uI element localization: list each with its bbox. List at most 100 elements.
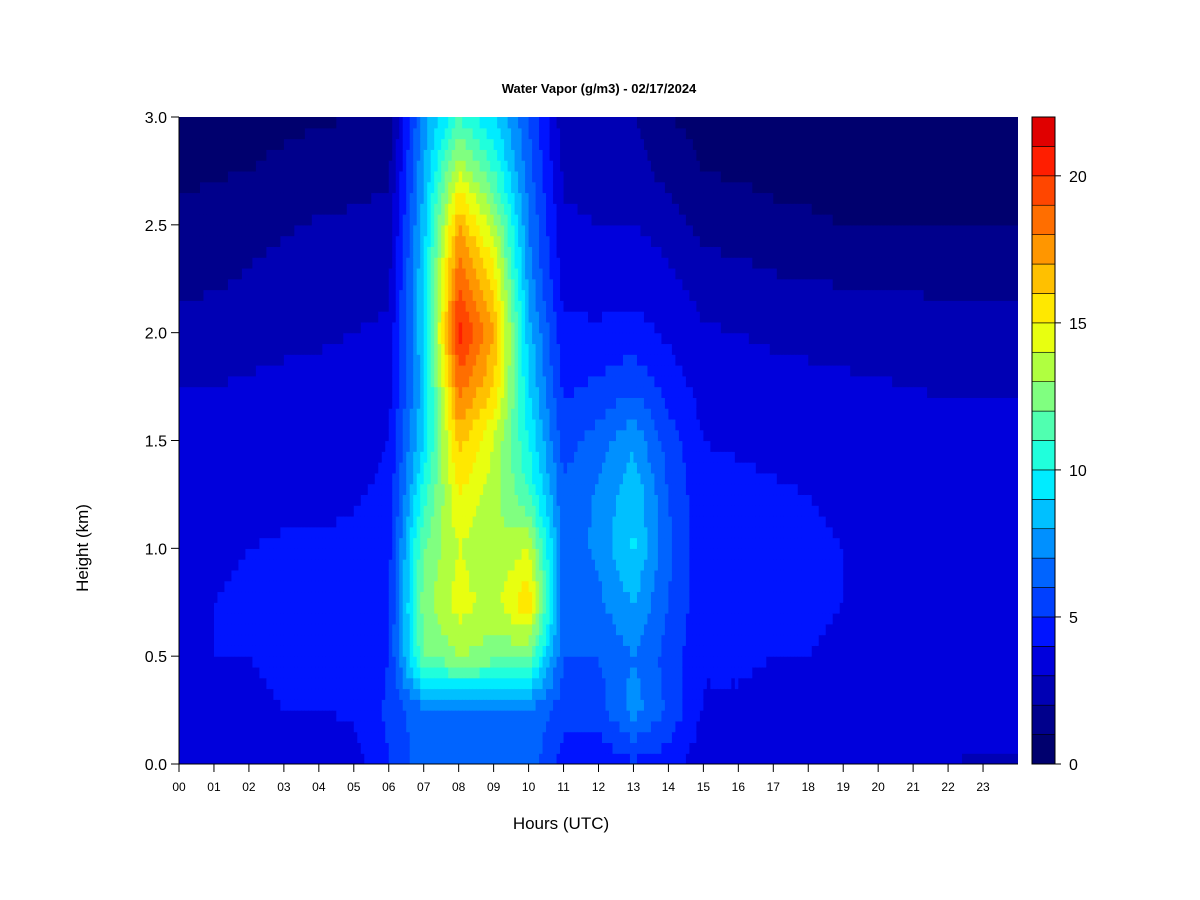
heatmap-cell — [448, 203, 453, 215]
heatmap-cell — [360, 214, 365, 226]
heatmap-cell — [304, 634, 309, 646]
heatmap-cell — [276, 677, 281, 690]
heatmap-cell — [203, 731, 208, 744]
heatmap-cell — [287, 666, 292, 679]
heatmap-cell — [374, 160, 379, 172]
heatmap-cell — [437, 235, 442, 247]
heatmap-cell — [315, 753, 320, 764]
heatmap-cell — [308, 548, 313, 560]
heatmap-cell — [392, 170, 397, 183]
heatmap-cell — [245, 666, 250, 679]
heatmap-cell — [427, 483, 432, 496]
heatmap-cell — [255, 192, 261, 204]
heatmap-cell — [455, 354, 460, 366]
heatmap-cell — [294, 731, 299, 744]
heatmap-cell — [364, 656, 369, 668]
heatmap-cell — [203, 591, 208, 603]
heatmap-cell — [364, 472, 369, 485]
heatmap-cell — [276, 429, 281, 442]
heatmap-cell — [402, 332, 407, 345]
heatmap-cell — [220, 386, 226, 398]
heatmap-cell — [185, 580, 191, 593]
heatmap-cell — [269, 710, 274, 722]
heatmap-cell — [329, 462, 334, 474]
heatmap-cell — [318, 634, 323, 646]
heatmap-cell — [413, 753, 418, 764]
heatmap-cell — [262, 170, 267, 183]
heatmap-cell — [224, 634, 229, 646]
heatmap-cell — [420, 386, 425, 398]
heatmap-cell — [367, 623, 372, 636]
heatmap-cell — [329, 375, 334, 388]
heatmap-cell — [381, 354, 386, 366]
heatmap-cell — [248, 699, 254, 711]
heatmap-cell — [434, 138, 439, 150]
heatmap-cell — [179, 720, 184, 733]
heatmap-cell — [374, 623, 379, 636]
heatmap-cell — [385, 580, 390, 593]
heatmap-cell — [367, 613, 372, 625]
heatmap-cell — [206, 688, 212, 700]
heatmap-cell — [179, 753, 184, 764]
heatmap-cell — [444, 742, 449, 754]
heatmap-cell — [231, 138, 236, 150]
heatmap-cell — [182, 214, 187, 226]
heatmap-cell — [343, 246, 348, 258]
heatmap-cell — [262, 160, 267, 172]
heatmap-cell — [462, 386, 467, 398]
heatmap-cell — [423, 623, 428, 636]
heatmap-cell — [402, 321, 407, 334]
heatmap-cell — [283, 343, 288, 355]
heatmap-cell — [259, 267, 264, 280]
heatmap-cell — [322, 170, 327, 183]
heatmap-cell — [308, 526, 313, 539]
heatmap-cell — [332, 257, 337, 269]
heatmap-cell — [409, 300, 414, 312]
heatmap-cell — [227, 569, 233, 582]
heatmap-cell — [189, 677, 194, 690]
heatmap-cell — [437, 462, 442, 474]
heatmap-cell — [357, 278, 362, 291]
heatmap-cell — [294, 462, 299, 474]
heatmap-cell — [220, 591, 226, 603]
heatmap-cell — [423, 720, 428, 733]
heatmap-cell — [245, 462, 250, 474]
heatmap-cell — [287, 623, 292, 636]
heatmap-cell — [224, 375, 229, 388]
heatmap-cell — [241, 753, 247, 764]
heatmap-cell — [210, 515, 215, 528]
heatmap-cell — [423, 677, 428, 690]
heatmap-cell — [185, 181, 191, 194]
heatmap-cell — [367, 462, 372, 474]
heatmap-cell — [364, 688, 369, 700]
heatmap-cell — [269, 569, 274, 582]
heatmap-cell — [220, 699, 226, 711]
heatmap-cell — [311, 613, 316, 625]
heatmap-cell — [381, 645, 386, 657]
heatmap-cell — [252, 440, 257, 452]
heatmap-cell — [189, 127, 194, 140]
heatmap-cell — [280, 235, 285, 247]
heatmap-cell — [423, 462, 428, 474]
heatmap-cell — [430, 591, 435, 603]
heatmap-cell — [182, 720, 187, 733]
heatmap-cell — [199, 440, 205, 452]
heatmap-cell — [196, 569, 201, 582]
heatmap-cell — [325, 623, 330, 636]
heatmap-cell — [262, 753, 267, 764]
heatmap-cell — [255, 472, 261, 485]
heatmap-cell — [455, 742, 460, 754]
heatmap-cell — [329, 278, 334, 291]
heatmap-cell — [371, 181, 376, 194]
heatmap-cell — [283, 246, 288, 258]
heatmap-cell — [269, 559, 274, 571]
heatmap-cell — [364, 494, 369, 506]
heatmap-cell — [441, 623, 446, 636]
heatmap-cell — [290, 472, 295, 485]
heatmap-cell — [234, 710, 240, 722]
heatmap-cell — [220, 645, 226, 657]
heatmap-cell — [336, 311, 341, 323]
heatmap-cell — [420, 246, 425, 258]
heatmap-cell — [255, 365, 261, 377]
heatmap-cell — [462, 666, 467, 679]
